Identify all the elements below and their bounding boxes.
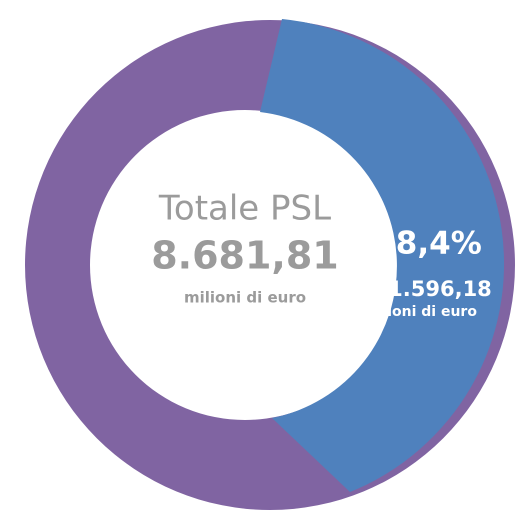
total-unit: milioni di euro	[184, 289, 306, 307]
segment-unit: milioni di euro	[363, 304, 477, 320]
segment-share: 18,4%	[374, 226, 482, 262]
highlight-segment	[260, 19, 505, 492]
total-value: 8.681,81	[151, 234, 339, 278]
total-label: Totale PSL	[158, 189, 331, 229]
segment-value: 1.596,18	[388, 277, 492, 301]
